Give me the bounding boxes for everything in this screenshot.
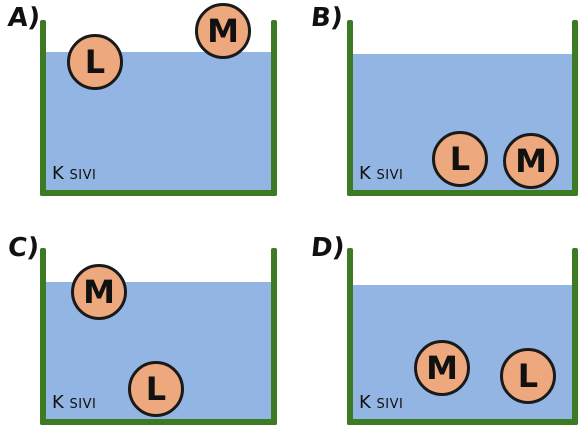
liquid-label-small: SIVI — [69, 397, 97, 412]
liquid-label: K SIVI — [52, 394, 96, 412]
container-left-wall — [347, 20, 353, 196]
container-left-wall — [347, 248, 353, 425]
panel-letter-c: C) — [6, 233, 41, 263]
ball-m: M — [414, 340, 470, 396]
container-left-wall — [40, 20, 46, 196]
liquid-label-big: K — [359, 163, 371, 184]
panel-letter-a: A) — [6, 3, 42, 33]
container-right-wall — [271, 248, 277, 425]
liquid-label-big: K — [359, 392, 371, 413]
liquid-label: K SIVI — [52, 165, 96, 183]
container-right-wall — [572, 248, 578, 425]
container-right-wall — [271, 20, 277, 196]
ball-m: M — [503, 133, 559, 189]
liquid-label-small: SIVI — [376, 168, 404, 183]
container-bottom — [40, 419, 277, 425]
container-bottom — [347, 419, 578, 425]
container-bottom — [40, 190, 277, 196]
liquid-label-big: K — [52, 163, 64, 184]
ball-l: L — [67, 34, 123, 90]
container-bottom — [347, 190, 578, 196]
container-right-wall — [572, 20, 578, 196]
liquid-label: K SIVI — [359, 165, 403, 183]
ball-m: M — [71, 264, 127, 320]
liquid-label-small: SIVI — [376, 397, 404, 412]
ball-l: L — [432, 131, 488, 187]
ball-l: L — [500, 348, 556, 404]
ball-l: L — [128, 361, 184, 417]
panel-letter-b: B) — [309, 3, 345, 33]
liquid-label-big: K — [52, 392, 64, 413]
liquid-label-small: SIVI — [69, 168, 97, 183]
container-left-wall — [40, 248, 46, 425]
panel-letter-d: D) — [309, 233, 347, 263]
ball-m: M — [195, 3, 251, 59]
liquid-label: K SIVI — [359, 394, 403, 412]
